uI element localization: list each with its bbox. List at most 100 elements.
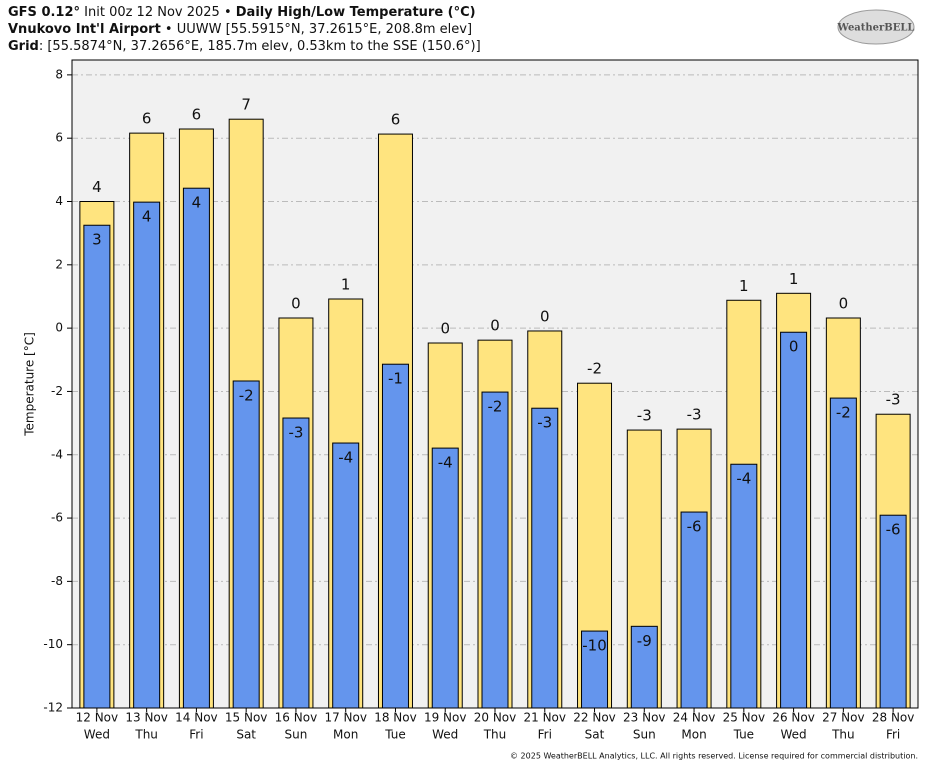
title-segment: • UUWW [55.5915°N, 37.2615°E, 208.8m ele… [161, 22, 472, 37]
bar [182, 187, 210, 709]
value-label: -3 [288, 424, 303, 442]
title-segment: Vnukovo Int'l Airport [8, 22, 161, 37]
y-tick-label: 6 [55, 131, 63, 145]
bar [581, 630, 609, 709]
value-label: 4 [192, 194, 202, 212]
value-label: -2 [836, 404, 851, 422]
title-segment: GFS 0.12° [8, 5, 80, 20]
x-tick-sublabel: Sun [285, 728, 308, 742]
value-label: 6 [142, 110, 152, 128]
x-tick-sublabel: Sat [236, 728, 256, 742]
x-tick-label: 12 Nov [76, 711, 119, 725]
value-label: 4 [142, 208, 152, 226]
x-tick-sublabel: Fri [886, 728, 900, 742]
value-label: 0 [440, 320, 450, 338]
value-label: 1 [341, 276, 351, 294]
bar [481, 391, 509, 709]
y-tick-label: 0 [55, 321, 63, 335]
x-tick-label: 13 Nov [125, 711, 168, 725]
value-label: -2 [239, 386, 254, 404]
title-segment: : [55.5874°N, 37.2656°E, 185.7m elev, 0.… [39, 39, 481, 54]
value-label: 3 [92, 231, 102, 249]
title-line: GFS 0.12° Init 00z 12 Nov 2025 • Daily H… [8, 5, 476, 20]
x-tick-label: 15 Nov [225, 711, 268, 725]
x-tick-label: 22 Nov [573, 711, 616, 725]
x-tick-sublabel: Fri [189, 728, 203, 742]
x-tick-sublabel: Thu [483, 728, 507, 742]
y-tick-label: -10 [43, 637, 63, 651]
value-label: -9 [637, 632, 652, 650]
x-tick-label: 17 Nov [324, 711, 367, 725]
x-tick-sublabel: Thu [134, 728, 158, 742]
bar [730, 463, 758, 709]
bar [282, 417, 310, 709]
value-label: 0 [490, 317, 500, 335]
value-label: 0 [839, 294, 849, 312]
bar [531, 407, 559, 709]
x-tick-label: 19 Nov [424, 711, 467, 725]
value-label: 0 [789, 338, 799, 356]
x-tick-sublabel: Mon [333, 728, 358, 742]
value-label: 6 [391, 111, 401, 129]
value-label: -1 [388, 370, 403, 388]
footer: © 2025 WeatherBELL Analytics, LLC. All r… [510, 752, 918, 761]
value-label: -3 [537, 414, 552, 432]
title-segment: Grid [8, 39, 39, 54]
bar [879, 514, 907, 709]
x-tick-label: 24 Nov [673, 711, 716, 725]
logo-badge [837, 9, 915, 45]
bar [680, 511, 708, 709]
y-tick-label: 2 [55, 257, 63, 271]
value-label: -2 [488, 398, 503, 416]
bar [780, 331, 808, 709]
bar [431, 447, 459, 709]
bar [232, 380, 260, 709]
x-tick-sublabel: Fri [538, 728, 552, 742]
value-label: -6 [886, 521, 901, 539]
y-tick-label: -12 [43, 701, 63, 715]
value-label: 1 [789, 270, 799, 288]
value-label: -2 [587, 360, 602, 378]
x-tick-label: 26 Nov [772, 711, 815, 725]
value-label: 7 [241, 96, 251, 114]
x-tick-label: 18 Nov [374, 711, 417, 725]
bar [133, 201, 161, 709]
title-segment: Init 00z 12 Nov 2025 • [80, 5, 236, 20]
title-line: Vnukovo Int'l Airport • UUWW [55.5915°N,… [8, 22, 472, 37]
value-label: -4 [338, 449, 353, 467]
value-label: 4 [92, 178, 102, 196]
x-tick-label: 14 Nov [175, 711, 218, 725]
x-tick-sublabel: Tue [384, 728, 406, 742]
y-tick-label: 4 [55, 194, 63, 208]
value-label: 6 [192, 106, 202, 124]
y-tick-label: 8 [55, 67, 63, 81]
y-axis-label: Temperature [°C] [23, 332, 37, 437]
bar [630, 625, 658, 709]
title-segment: Daily High/Low Temperature (°C) [236, 5, 476, 20]
value-label: 0 [291, 294, 301, 312]
value-label: -10 [582, 637, 607, 655]
bar [829, 397, 857, 709]
logo: WeatherBELL [837, 23, 915, 34]
bar [83, 224, 111, 709]
x-tick-label: 21 Nov [524, 711, 567, 725]
x-tick-sublabel: Tue [733, 728, 755, 742]
value-label: -4 [438, 454, 453, 472]
y-tick-label: -4 [51, 447, 63, 461]
x-tick-sublabel: Sat [585, 728, 605, 742]
x-tick-sublabel: Mon [681, 728, 706, 742]
x-tick-label: 16 Nov [275, 711, 318, 725]
x-tick-sublabel: Sun [633, 728, 656, 742]
value-label: -3 [886, 391, 901, 409]
x-tick-sublabel: Thu [831, 728, 855, 742]
title-line: Grid: [55.5874°N, 37.2656°E, 185.7m elev… [8, 39, 481, 54]
x-tick-label: 25 Nov [723, 711, 766, 725]
plot-frame [71, 59, 919, 709]
value-label: -4 [736, 470, 751, 488]
value-label: -3 [687, 406, 702, 424]
value-label: -3 [637, 407, 652, 425]
bar [332, 442, 360, 709]
x-tick-label: 23 Nov [623, 711, 666, 725]
value-label: 0 [540, 307, 550, 325]
